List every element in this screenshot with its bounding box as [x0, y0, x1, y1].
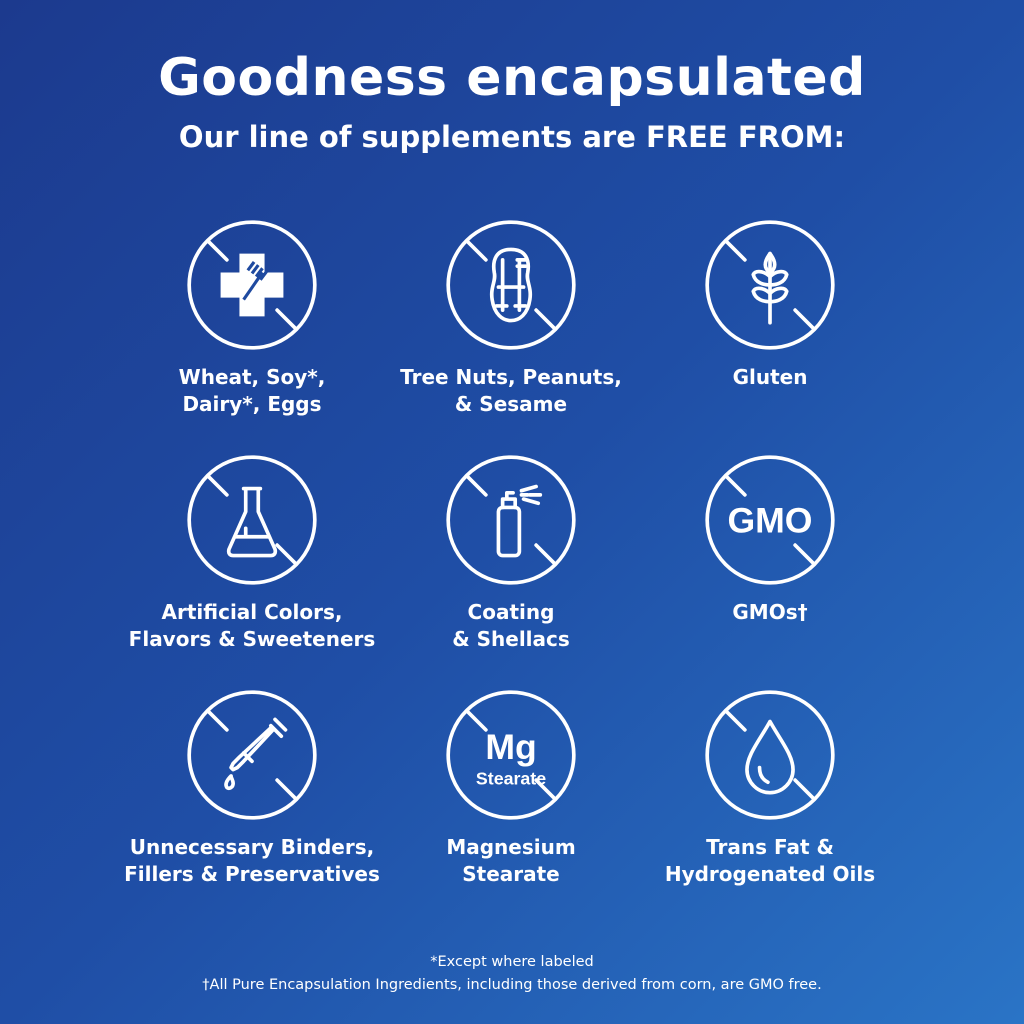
page-subtitle: Our line of supplements are FREE FROM: — [178, 120, 846, 154]
free-from-item: GMO GMOs† — [620, 453, 920, 626]
oil-drop-icon — [705, 690, 835, 820]
footnote-dagger: †All Pure Encapsulation Ingredients, inc… — [202, 977, 822, 993]
page-title: Goodness encapsulated — [158, 48, 866, 108]
free-from-item: Artificial Colors, Flavors & Sweeteners — [102, 453, 402, 653]
free-from-item: Trans Fat & Hydrogenated Oils — [620, 688, 920, 888]
icon-text: Mg — [485, 727, 536, 767]
free-from-item: Mg Stearate Magnesium Stearate — [361, 688, 661, 888]
free-from-item: Unnecessary Binders, Fillers & Preservat… — [102, 688, 402, 888]
spray-bottle-icon — [446, 455, 576, 585]
wheat-soy-dairy-egg-icon — [187, 220, 317, 350]
icon-text: GMO — [728, 501, 813, 541]
item-label: Unnecessary Binders, Fillers & Preservat… — [124, 835, 380, 886]
free-from-item: Coating & Shellacs — [361, 453, 661, 653]
footnote-asterisk: *Except where labeled — [430, 954, 594, 970]
item-label: GMOs† — [732, 600, 808, 624]
grain-icon — [705, 220, 835, 350]
peanut-icon — [446, 220, 576, 350]
icon-subtext: Stearate — [476, 768, 546, 788]
item-label: Trans Fat & Hydrogenated Oils — [664, 835, 876, 886]
free-from-item: Tree Nuts, Peanuts, & Sesame — [361, 218, 661, 418]
free-from-item: Gluten — [620, 218, 920, 391]
item-label: Tree Nuts, Peanuts, & Sesame — [400, 365, 622, 416]
item-label: Coating & Shellacs — [452, 600, 570, 651]
flask-icon — [187, 455, 317, 585]
gmo-icon: GMO — [705, 455, 835, 585]
item-label: Artificial Colors, Flavors & Sweeteners — [128, 600, 376, 651]
item-label: Wheat, Soy*, Dairy*, Eggs — [178, 365, 326, 416]
item-label: Gluten — [732, 365, 808, 389]
dropper-icon — [187, 690, 317, 820]
free-from-item: Wheat, Soy*, Dairy*, Eggs — [102, 218, 402, 418]
item-label: Magnesium Stearate — [446, 835, 576, 886]
